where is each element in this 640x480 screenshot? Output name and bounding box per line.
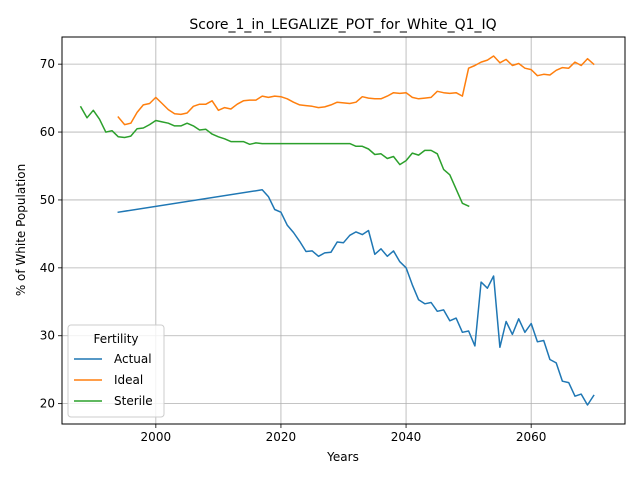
y-tick-label: 40 (40, 261, 55, 275)
legend-label-ideal: Ideal (114, 373, 143, 387)
series-lines (79, 55, 595, 406)
y-tick-label: 30 (40, 329, 55, 343)
legend-label-actual: Actual (114, 352, 152, 366)
axis-ticks: 2000 2020 2040 2060 20 30 40 50 60 70 (40, 57, 547, 444)
x-tick-label: 2020 (266, 430, 297, 444)
legend-label-sterile: Sterile (114, 394, 153, 408)
y-tick-label: 50 (40, 193, 55, 207)
x-tick-label: 2000 (141, 430, 172, 444)
chart-title: Score_1_in_LEGALIZE_POT_for_White_Q1_IQ (189, 17, 496, 33)
x-tick-label: 2060 (516, 430, 547, 444)
x-axis-label: Years (326, 450, 359, 464)
y-tick-label: 60 (40, 125, 55, 139)
legend-title: Fertility (93, 332, 138, 346)
grid (62, 37, 625, 424)
x-tick-label: 2040 (391, 430, 422, 444)
legend: Fertility Actual Ideal Sterile (67, 324, 165, 418)
legend-box (67, 324, 165, 418)
y-tick-label: 20 (40, 397, 55, 411)
series-line-actual (117, 189, 595, 406)
y-axis-label: % of White Population (14, 164, 28, 296)
plot-frame (61, 36, 626, 425)
series-line-sterile (79, 105, 470, 208)
y-tick-label: 70 (40, 57, 55, 71)
series-line-ideal (117, 55, 595, 126)
